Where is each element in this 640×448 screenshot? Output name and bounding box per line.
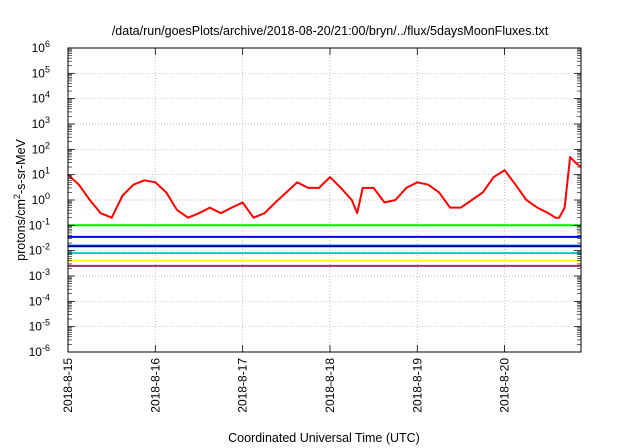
- y-tick-exponent: 6: [45, 39, 50, 49]
- y-tick-label: 10-5: [29, 318, 50, 334]
- y-tick-label: 105: [32, 64, 50, 80]
- axis-ticks: [67, 47, 581, 353]
- y-axis-label: protons/cm2-s-sr-MeV: [12, 138, 28, 260]
- x-tick-label: 2018-8-17: [236, 358, 250, 413]
- x-tick-label: 2018-8-15: [61, 358, 75, 413]
- y-tick-base: 10: [29, 294, 43, 308]
- y-tick-exponent: 2: [45, 140, 50, 150]
- y-tick-base: 10: [32, 41, 46, 55]
- series-line-1: [67, 156, 582, 219]
- y-axis-label-sup: 2: [12, 194, 22, 199]
- y-tick-base: 10: [29, 218, 43, 232]
- y-tick-base: 10: [29, 320, 43, 334]
- y-tick-base: 10: [32, 92, 46, 106]
- series-lines: [67, 156, 582, 267]
- y-tick-base: 10: [32, 142, 46, 156]
- y-tick-base: 10: [32, 117, 46, 131]
- y-tick-base: 10: [32, 66, 46, 80]
- x-axis-label: Coordinated Universal Time (UTC): [228, 431, 420, 445]
- y-tick-base: 10: [32, 168, 46, 182]
- y-tick-base: 10: [29, 345, 43, 359]
- y-axis-label-post: -s-sr-MeV: [14, 138, 28, 194]
- y-tick-base: 10: [29, 244, 43, 258]
- y-axis-label-pre: protons/cm: [14, 199, 28, 261]
- y-tick-label: 10-1: [29, 216, 50, 232]
- y-tick-label: 103: [32, 115, 50, 131]
- x-tick-labels: 2018-8-15 2018-8-16 2018-8-17 2018-8-18 2018…: [61, 358, 512, 413]
- y-tick-exponent: -1: [42, 216, 50, 226]
- y-tick-exponent: -4: [42, 292, 50, 302]
- y-tick-exponent: 4: [45, 90, 50, 100]
- y-tick-exponent: 3: [45, 115, 50, 125]
- y-tick-exponent: 1: [45, 166, 50, 176]
- x-tick-label: 2018-8-20: [498, 358, 512, 413]
- y-tick-exponent: -5: [42, 318, 50, 328]
- x-tick-label: 2018-8-18: [323, 358, 337, 413]
- y-tick-label: 10-6: [29, 343, 50, 359]
- y-tick-label: 106: [32, 39, 50, 55]
- y-tick-label: 10-2: [29, 242, 50, 258]
- y-tick-base: 10: [29, 269, 43, 283]
- y-tick-exponent: 5: [45, 64, 50, 74]
- x-tick-label: 2018-8-19: [410, 358, 424, 413]
- y-tick-base: 10: [32, 193, 46, 207]
- y-tick-label: 10-4: [29, 292, 50, 308]
- plot-frame: [67, 47, 582, 353]
- y-tick-label: 100: [32, 191, 50, 207]
- y-tick-label: 10-3: [29, 267, 50, 283]
- y-tick-label: 101: [32, 166, 50, 182]
- y-tick-label: 104: [32, 90, 50, 106]
- chart-title: /data/run/goesPlots/archive/2018-08-20/2…: [112, 24, 549, 38]
- y-tick-label: 102: [32, 140, 50, 156]
- y-tick-exponent: -3: [42, 267, 50, 277]
- grid-lines: [68, 48, 581, 352]
- y-tick-exponent: 0: [45, 191, 50, 201]
- y-tick-labels: 10-610-510-410-310-210-11001011021031041…: [29, 39, 50, 359]
- y-tick-exponent: -6: [42, 343, 50, 353]
- y-tick-exponent: -2: [42, 242, 50, 252]
- x-tick-label: 2018-8-16: [148, 358, 162, 413]
